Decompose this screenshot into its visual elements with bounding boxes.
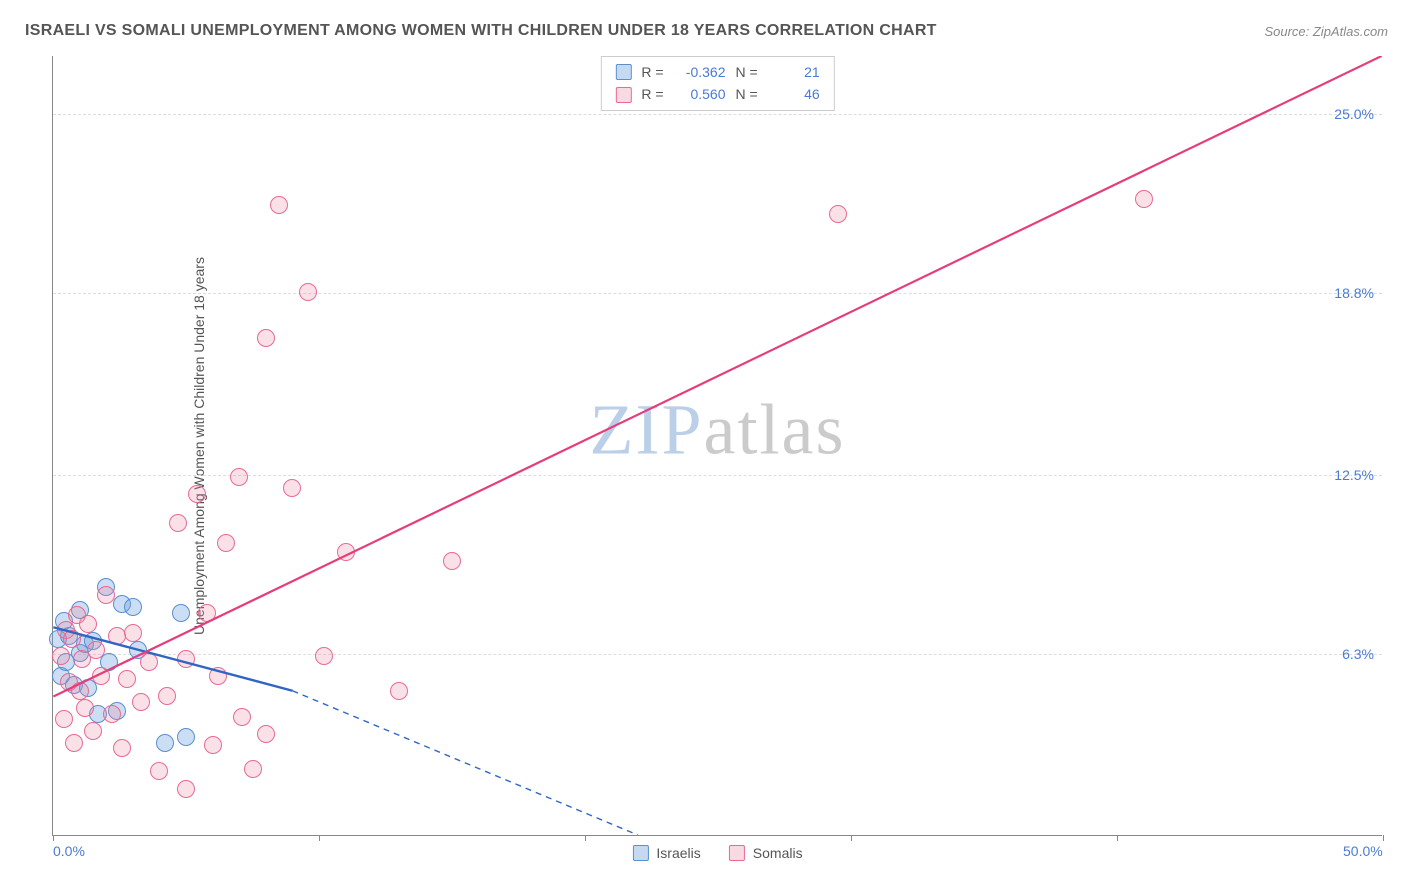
y-tick-label: 25.0% bbox=[1334, 106, 1374, 122]
data-point bbox=[113, 739, 131, 757]
data-point bbox=[443, 552, 461, 570]
data-point bbox=[55, 710, 73, 728]
data-point bbox=[76, 699, 94, 717]
watermark: ZIPatlas bbox=[590, 388, 846, 471]
gridline bbox=[53, 293, 1382, 294]
data-point bbox=[92, 667, 110, 685]
data-point bbox=[140, 653, 158, 671]
data-point bbox=[299, 283, 317, 301]
x-tick-mark bbox=[319, 835, 320, 841]
data-point bbox=[150, 762, 168, 780]
swatch-icon bbox=[615, 64, 631, 80]
data-point bbox=[79, 615, 97, 633]
data-point bbox=[118, 670, 136, 688]
data-point bbox=[1135, 190, 1153, 208]
swatch-icon bbox=[615, 87, 631, 103]
watermark-zip: ZIP bbox=[590, 389, 704, 469]
data-point bbox=[188, 485, 206, 503]
data-point bbox=[97, 586, 115, 604]
legend-item: Somalis bbox=[729, 845, 803, 861]
data-point bbox=[63, 630, 81, 648]
data-point bbox=[177, 650, 195, 668]
data-point bbox=[315, 647, 333, 665]
data-point bbox=[71, 682, 89, 700]
data-point bbox=[172, 604, 190, 622]
data-point bbox=[132, 693, 150, 711]
data-point bbox=[233, 708, 251, 726]
chart-title: ISRAELI VS SOMALI UNEMPLOYMENT AMONG WOM… bbox=[25, 22, 937, 40]
data-point bbox=[829, 205, 847, 223]
regression-lines bbox=[53, 56, 1382, 835]
data-point bbox=[84, 722, 102, 740]
stat-n-label: N = bbox=[736, 83, 758, 105]
y-tick-label: 12.5% bbox=[1334, 467, 1374, 483]
data-point bbox=[198, 604, 216, 622]
data-point bbox=[52, 647, 70, 665]
x-tick-mark bbox=[851, 835, 852, 841]
swatch-icon bbox=[729, 845, 745, 861]
data-point bbox=[108, 627, 126, 645]
data-point bbox=[257, 725, 275, 743]
stat-r-label: R = bbox=[641, 61, 663, 83]
data-point bbox=[158, 687, 176, 705]
x-tick-label: 50.0% bbox=[1343, 843, 1383, 859]
data-point bbox=[177, 780, 195, 798]
data-point bbox=[283, 479, 301, 497]
legend-label: Israelis bbox=[656, 845, 700, 861]
x-tick-mark bbox=[53, 835, 54, 841]
data-point bbox=[103, 705, 121, 723]
gridline bbox=[53, 654, 1382, 655]
data-point bbox=[177, 728, 195, 746]
data-point bbox=[230, 468, 248, 486]
legend-item: Israelis bbox=[632, 845, 700, 861]
chart-plot-area: ZIPatlas R = -0.362 N = 21 R = 0.560 N =… bbox=[52, 56, 1382, 836]
data-point bbox=[337, 543, 355, 561]
stat-r-value: 0.560 bbox=[674, 83, 726, 105]
correlation-stats-box: R = -0.362 N = 21 R = 0.560 N = 46 bbox=[600, 56, 834, 111]
x-tick-mark bbox=[1383, 835, 1384, 841]
stat-n-label: N = bbox=[736, 61, 758, 83]
data-point bbox=[257, 329, 275, 347]
stat-n-value: 46 bbox=[768, 83, 820, 105]
data-point bbox=[87, 641, 105, 659]
stat-r-label: R = bbox=[641, 83, 663, 105]
y-tick-label: 6.3% bbox=[1342, 646, 1374, 662]
data-point bbox=[209, 667, 227, 685]
data-point bbox=[204, 736, 222, 754]
data-point bbox=[244, 760, 262, 778]
data-point bbox=[65, 734, 83, 752]
gridline bbox=[53, 114, 1382, 115]
x-tick-mark bbox=[1117, 835, 1118, 841]
chart-legend: Israelis Somalis bbox=[632, 845, 802, 861]
data-point bbox=[124, 624, 142, 642]
data-point bbox=[156, 734, 174, 752]
data-point bbox=[169, 514, 187, 532]
gridline bbox=[53, 475, 1382, 476]
stat-n-value: 21 bbox=[768, 61, 820, 83]
stats-row: R = -0.362 N = 21 bbox=[615, 61, 819, 83]
watermark-atlas: atlas bbox=[704, 389, 846, 469]
legend-label: Somalis bbox=[753, 845, 803, 861]
data-point bbox=[217, 534, 235, 552]
source-attribution: Source: ZipAtlas.com bbox=[1264, 24, 1388, 39]
stat-r-value: -0.362 bbox=[674, 61, 726, 83]
stats-row: R = 0.560 N = 46 bbox=[615, 83, 819, 105]
data-point bbox=[124, 598, 142, 616]
swatch-icon bbox=[632, 845, 648, 861]
data-point bbox=[390, 682, 408, 700]
y-tick-label: 18.8% bbox=[1334, 285, 1374, 301]
data-point bbox=[270, 196, 288, 214]
x-tick-label: 0.0% bbox=[53, 843, 85, 859]
x-tick-mark bbox=[585, 835, 586, 841]
